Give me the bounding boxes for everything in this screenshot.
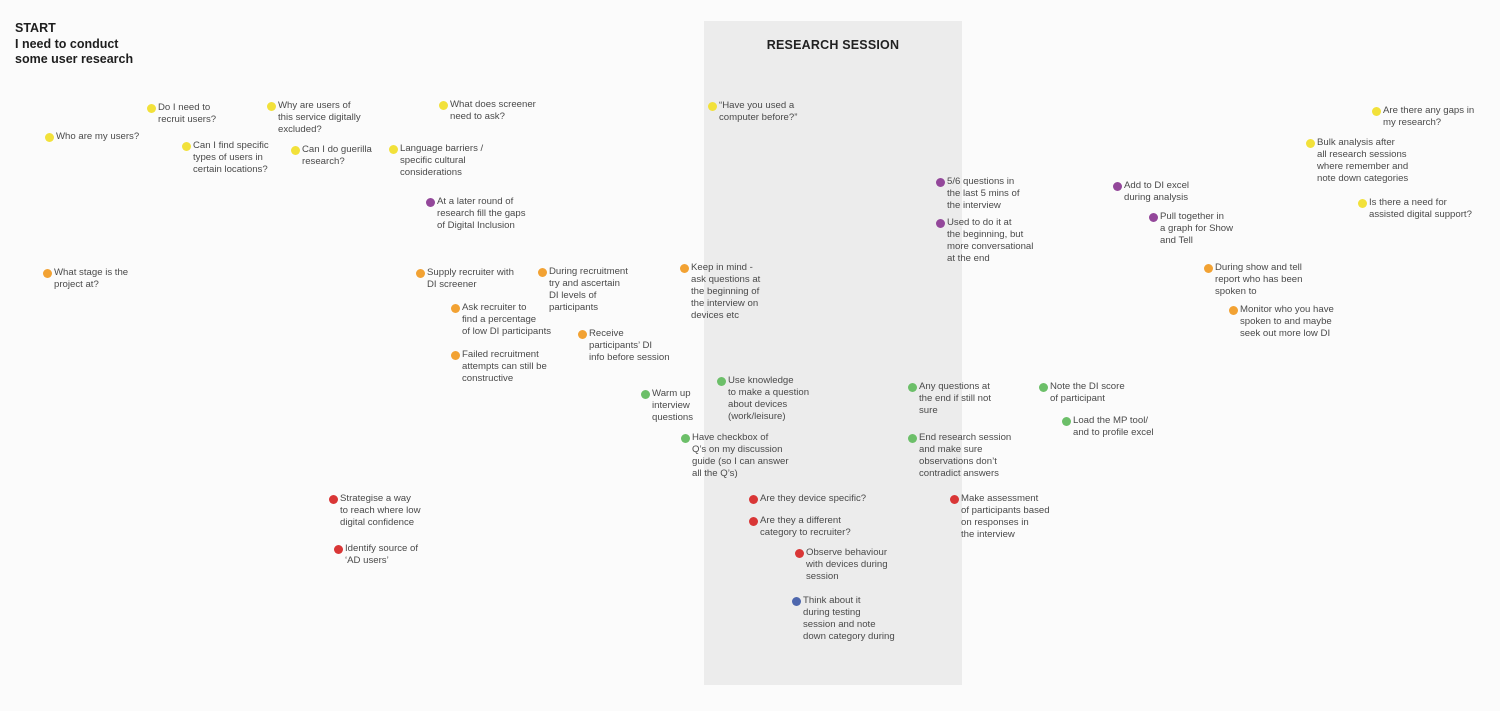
yellow-dot-icon [182, 142, 191, 151]
note-text: Is there a need for assisted digital sup… [1369, 197, 1472, 220]
note-text: Monitor who you have spoken to and maybe… [1240, 304, 1334, 339]
note-text: What does screener need to ask? [450, 99, 536, 122]
yellow-dot-icon [1358, 199, 1367, 208]
research-session-title: RESEARCH SESSION [766, 38, 900, 52]
note-text: Make assessment of participants based on… [961, 493, 1050, 540]
red-dot-icon [795, 549, 804, 558]
note-text: Language barriers / specific cultural co… [400, 143, 484, 178]
research-session-band [704, 21, 962, 685]
note-text: Think about it during testing session an… [803, 595, 895, 642]
note-text: Strategise a way to reach where low digi… [340, 493, 421, 528]
orange-dot-icon [451, 304, 460, 313]
note-text: Warm up interview questions [652, 388, 694, 423]
note-text: During recruitment try and ascertain DI … [549, 266, 628, 313]
red-dot-icon [749, 517, 758, 526]
purple-dot-icon [936, 178, 945, 187]
note-text: Observe behaviour with devices during se… [806, 547, 888, 582]
yellow-dot-icon [1306, 139, 1315, 148]
orange-dot-icon [1204, 264, 1213, 273]
yellow-dot-icon [147, 104, 156, 113]
orange-dot-icon [43, 269, 52, 278]
note-text: Keep in mind - ask questions at the begi… [691, 262, 761, 321]
red-dot-icon [749, 495, 758, 504]
note-text: End research session and make sure obser… [919, 432, 1012, 479]
note-text: Are there any gaps in my research? [1383, 105, 1475, 128]
note-text: Are they a different category to recruit… [760, 515, 851, 538]
orange-dot-icon [578, 330, 587, 339]
note-text: Bulk analysis after all research session… [1317, 137, 1409, 184]
start-title: START I need to conduct some user resear… [15, 21, 134, 66]
green-dot-icon [641, 390, 650, 399]
note-text: Pull together in a graph for Show and Te… [1160, 211, 1234, 246]
green-dot-icon [681, 434, 690, 443]
blue-dot-icon [792, 597, 801, 606]
note-text: Note the DI score of participant [1050, 381, 1125, 404]
note-text: Receive participants’ DI info before ses… [589, 328, 670, 363]
note-text: Can I find specific types of users in ce… [193, 140, 269, 175]
note-text: What stage is the project at? [54, 267, 129, 290]
yellow-dot-icon [439, 101, 448, 110]
note-text: Who are my users? [56, 131, 140, 142]
purple-dot-icon [936, 219, 945, 228]
orange-dot-icon [680, 264, 689, 273]
note-text: Why are users of this service digitally … [278, 100, 361, 135]
yellow-dot-icon [45, 133, 54, 142]
orange-dot-icon [416, 269, 425, 278]
note-text: Failed recruitment attempts can still be… [462, 349, 547, 384]
orange-dot-icon [451, 351, 460, 360]
note-text: Can I do guerilla research? [302, 144, 372, 167]
note-text: Ask recruiter to find a percentage of lo… [462, 302, 552, 337]
yellow-dot-icon [708, 102, 717, 111]
note-text: During show and tell report who has been… [1215, 262, 1303, 297]
yellow-dot-icon [291, 146, 300, 155]
note-text: Identify source of ‘AD users’ [345, 543, 419, 566]
note-text: At a later round of research fill the ga… [437, 196, 526, 231]
note-text: Add to DI excel during analysis [1124, 180, 1190, 203]
purple-dot-icon [1113, 182, 1122, 191]
note-text: Supply recruiter with DI screener [427, 267, 514, 290]
orange-dot-icon [538, 268, 547, 277]
yellow-dot-icon [267, 102, 276, 111]
purple-dot-icon [426, 198, 435, 207]
yellow-dot-icon [1372, 107, 1381, 116]
note-text: Do I need to recruit users? [158, 102, 217, 125]
note-text: Use knowledge to make a question about d… [728, 375, 810, 422]
note-text: “Have you used a computer before?” [719, 100, 798, 123]
green-dot-icon [1062, 417, 1071, 426]
note-text: Used to do it at the beginning, but more… [947, 217, 1034, 264]
note-text: 5/6 questions in the last 5 mins of the … [947, 176, 1020, 211]
red-dot-icon [334, 545, 343, 554]
red-dot-icon [329, 495, 338, 504]
green-dot-icon [1039, 383, 1048, 392]
red-dot-icon [950, 495, 959, 504]
yellow-dot-icon [389, 145, 398, 154]
orange-dot-icon [1229, 306, 1238, 315]
green-dot-icon [908, 434, 917, 443]
green-dot-icon [717, 377, 726, 386]
note-text: Have checkbox of Q’s on my discussion gu… [692, 432, 789, 479]
green-dot-icon [908, 383, 917, 392]
note-text: Any questions at the end if still not su… [919, 381, 991, 416]
purple-dot-icon [1149, 213, 1158, 222]
note-text: Load the MP tool/ and to profile excel [1073, 415, 1154, 438]
note-text: Are they device specific? [760, 493, 867, 504]
